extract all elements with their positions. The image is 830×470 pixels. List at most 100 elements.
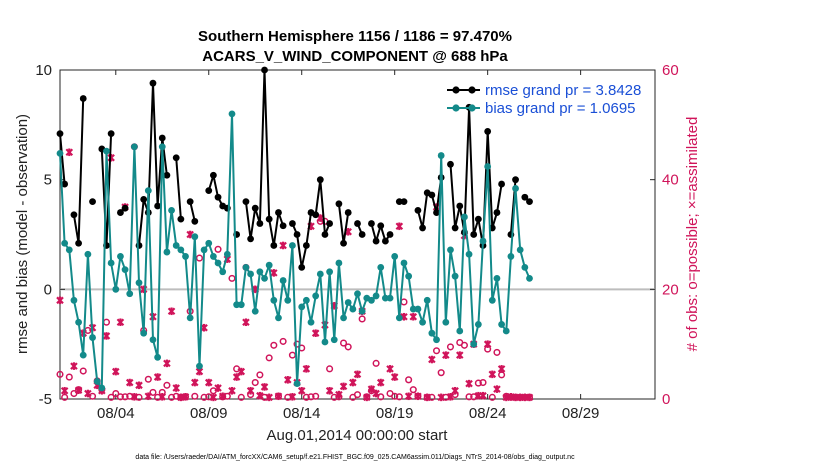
- obs-assimilated-marker: [455, 351, 464, 359]
- bias-point: [321, 338, 329, 346]
- bias-point: [516, 246, 524, 254]
- obs-possible-marker: [405, 376, 413, 384]
- bias-point: [130, 143, 138, 151]
- rmse-point: [251, 204, 259, 212]
- rmse-point: [256, 220, 264, 227]
- rmse-point: [400, 198, 408, 206]
- bias-point: [177, 246, 185, 254]
- rmse-point: [451, 224, 459, 232]
- bias-point: [470, 340, 478, 348]
- obs-assimilated-marker: [493, 385, 501, 393]
- rmse-line: [175, 157, 182, 220]
- rmse-point: [447, 160, 454, 168]
- rmse-series: [56, 66, 533, 271]
- rmse-point: [354, 220, 361, 227]
- bias-point: [79, 351, 87, 359]
- obs-possible-marker: [116, 393, 124, 401]
- bias-point: [423, 296, 431, 304]
- obs-possible-marker: [446, 343, 455, 351]
- legend-bias-label: bias grand pr = 1.0695: [485, 100, 636, 117]
- obs-assimilated-marker: [390, 373, 399, 381]
- bias-point: [344, 299, 352, 306]
- obs-assimilated-marker: [483, 340, 492, 348]
- obs-possible-marker: [488, 393, 496, 401]
- obs-possible-marker: [237, 393, 245, 401]
- rmse-point: [270, 242, 278, 249]
- rmse-point: [419, 224, 426, 232]
- bias-point: [400, 259, 408, 267]
- bias-point: [316, 270, 324, 278]
- obs-assimilated-marker: [265, 393, 273, 402]
- chart-subtitle: ACARS_V_WIND_COMPONENT @ 688 hPa: [202, 48, 508, 65]
- rmse-point: [140, 196, 148, 203]
- rmse-point: [261, 66, 268, 74]
- rmse-point: [209, 171, 217, 179]
- bias-point: [75, 318, 82, 326]
- obs-assimilated-marker: [209, 393, 218, 402]
- obs-assimilated-marker: [56, 296, 64, 305]
- bias-point: [502, 327, 510, 335]
- obs-assimilated-marker: [172, 384, 180, 392]
- bias-point: [275, 314, 282, 322]
- footer-data-file: data file: /Users/raeder/DAI/ATM_forcXX/…: [135, 454, 575, 461]
- bias-point: [158, 143, 166, 151]
- legend-bias-marker: [452, 104, 460, 112]
- legend-rmse-marker: [452, 86, 460, 94]
- rmse-point: [386, 231, 394, 238]
- rmse-point: [56, 130, 64, 138]
- y-tick-label: -5: [39, 391, 52, 408]
- obs-assimilated-marker: [311, 329, 320, 337]
- obs-assimilated-marker: [525, 393, 534, 402]
- x-tick-label: 08/09: [190, 405, 228, 422]
- obs-possible-marker: [437, 369, 445, 377]
- obs-assimilated-marker: [437, 393, 445, 402]
- rmse-point: [279, 222, 287, 230]
- bias-point: [354, 290, 361, 298]
- bias-point: [121, 266, 129, 273]
- obs-assimilated-marker: [363, 393, 371, 402]
- bias-point: [163, 248, 171, 256]
- bias-point: [144, 187, 152, 195]
- rmse-point: [107, 130, 115, 138]
- obs-possible-marker: [391, 392, 399, 400]
- bias-point: [488, 296, 496, 304]
- bias-point: [270, 296, 278, 304]
- obs-possible-marker: [395, 393, 403, 401]
- obs-assimilated-marker: [130, 393, 139, 401]
- obs-assimilated-marker: [167, 307, 176, 316]
- obs-possible-marker: [191, 392, 199, 400]
- obs-possible-marker: [479, 379, 487, 387]
- bias-point: [233, 301, 241, 309]
- obs-assimilated-marker: [246, 386, 255, 395]
- bias-point: [302, 296, 310, 304]
- obs-possible-marker: [493, 348, 501, 356]
- x-tick-label: 08/24: [469, 405, 507, 422]
- obs-assimilated-marker: [135, 381, 143, 390]
- obs-possible-marker: [302, 393, 310, 401]
- rmse-point: [381, 237, 389, 245]
- legend-rmse-label: rmse grand pr = 3.8428: [485, 82, 641, 99]
- bias-point: [461, 213, 468, 221]
- obs-possible-marker: [65, 373, 73, 381]
- obs-possible-marker: [279, 337, 287, 345]
- bias-point: [414, 305, 422, 313]
- obs-assimilated-marker: [372, 389, 380, 398]
- plot-area: [59, 69, 656, 400]
- obs-assimilated-marker: [214, 384, 222, 392]
- bias-point: [205, 239, 213, 247]
- bias-point: [335, 259, 343, 267]
- obs-assimilated-marker: [144, 392, 153, 401]
- obs-possible-marker: [144, 375, 152, 383]
- obs-assimilated-marker: [302, 365, 311, 373]
- obs-assimilated-marker: [163, 359, 171, 368]
- obs-assimilated-marker: [60, 386, 69, 395]
- bias-point: [247, 270, 254, 278]
- obs-possible-marker: [200, 393, 208, 401]
- bias-point: [112, 285, 120, 293]
- obs-possible-marker: [228, 274, 236, 282]
- rmse-point: [289, 220, 296, 227]
- bias-point: [168, 206, 175, 214]
- obs-assimilated-marker: [446, 393, 455, 401]
- bias-point: [368, 296, 375, 304]
- bias-point: [293, 380, 301, 388]
